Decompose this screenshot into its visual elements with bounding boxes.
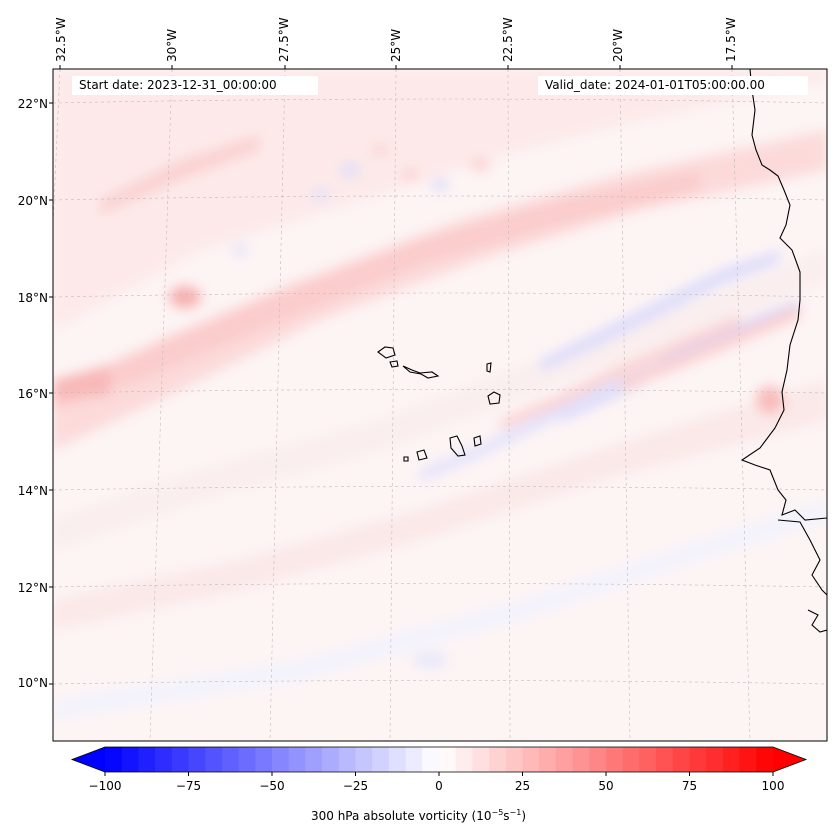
colorbar-segment (372, 747, 390, 772)
colorbar-segment (606, 747, 624, 772)
colorbar-tick-label: −100 (88, 779, 122, 793)
lon-label-22-5w: 22.5°W (501, 17, 515, 62)
colorbar-segment (455, 747, 473, 772)
lon-label-30w: 30°W (165, 28, 179, 62)
colorbar-segment (405, 747, 423, 772)
colorbar (70, 746, 808, 776)
colorbar-segment (572, 747, 590, 772)
colorbar-segment (288, 747, 306, 772)
island-sao-nicolau (402, 365, 440, 379)
colorbar-segment (322, 747, 340, 772)
colorbar-segment (155, 747, 173, 772)
colorbar-segment (238, 747, 256, 772)
colorbar-segment (672, 747, 690, 772)
colorbar-segment (422, 747, 440, 772)
colorbar-segment (539, 747, 557, 772)
lon-label-20w: 20°W (611, 28, 625, 62)
colorbar-tick-label: 100 (761, 779, 785, 793)
colorbar-segment (305, 747, 323, 772)
map-frame (52, 68, 828, 742)
colorbar-label-text: 300 hPa absolute vorticity (10 (310, 809, 492, 823)
colorbar-tick-label: 0 (435, 779, 443, 793)
colorbar-segment (756, 747, 774, 772)
colorbar-label-exp1: −5 (491, 808, 504, 817)
colorbar-segment (221, 747, 240, 772)
colorbar-segment (338, 747, 356, 772)
island-sao-vicente (389, 360, 399, 368)
colorbar-segment (205, 747, 223, 772)
lat-label-16n: 16°N (17, 387, 48, 401)
graticule (53, 69, 827, 741)
lat-label-14n: 14°N (17, 484, 48, 498)
lat-label-12n: 12°N (17, 581, 48, 595)
lat-label-10n: 10°N (17, 676, 48, 690)
colorbar-label: 300 hPa absolute vorticity (10−5s−1) (0, 808, 837, 823)
colorbar-segment (472, 747, 490, 772)
colorbar-extend-low (72, 747, 105, 772)
colorbar-segment (138, 747, 156, 772)
island-sal (486, 362, 492, 373)
colorbar-tick-label: 75 (681, 779, 698, 793)
island-santiago (449, 435, 466, 457)
colorbar-segment (656, 747, 674, 772)
island-boa-vista (487, 391, 501, 405)
colorbar-segment (622, 747, 640, 772)
colorbar-tick-label: −50 (259, 779, 285, 793)
colorbar-label-close: ) (521, 809, 527, 823)
colorbar-segment (188, 747, 206, 772)
colorbar-segment (489, 747, 507, 772)
colorbar-segment (639, 747, 657, 772)
valid-date-label: Valid_date: 2024-01-01T05:00:00.00 (545, 78, 765, 92)
island-maio (473, 435, 482, 447)
colorbar-segment (355, 747, 373, 772)
colorbar-segment (105, 747, 123, 772)
colorbar-tick-label: −75 (175, 779, 202, 793)
vorticity-field (53, 69, 827, 720)
colorbar-segment (689, 747, 707, 772)
colorbar-segment (255, 747, 273, 772)
colorbar-segment (272, 747, 290, 772)
start-date-label: Start date: 2023-12-31_00:00:00 (79, 78, 277, 92)
lon-label-27-5w: 27.5°W (277, 17, 291, 62)
colorbar-segment (121, 747, 139, 772)
colorbar-tick-label: 25 (514, 779, 531, 793)
colorbar-segment (722, 747, 741, 772)
africa-coastline (740, 69, 827, 633)
colorbar-segment (589, 747, 607, 772)
colorbar-label-mid: s (503, 809, 510, 823)
colorbar-label-exp2: −1 (509, 808, 522, 817)
lon-label-17-5w: 17.5°W (724, 17, 738, 62)
colorbar-segment (555, 747, 574, 772)
lon-label-32-5w: 32.5°W (54, 17, 68, 62)
colorbar-extend-high (773, 747, 806, 772)
colorbar-tick-label: 50 (598, 779, 614, 793)
colorbar-segment (388, 747, 407, 772)
colorbar-segment (505, 747, 523, 772)
colorbar-segment (439, 747, 457, 772)
colorbar-segment (522, 747, 540, 772)
colorbar-tick-label: −25 (342, 779, 369, 793)
colorbar-segment (706, 747, 724, 772)
island-brava (403, 456, 409, 462)
island-fogo (416, 449, 428, 461)
island-santo-antao (377, 346, 396, 359)
lat-label-18n: 18°N (17, 291, 48, 305)
coastlines (377, 69, 827, 633)
colorbar-segment (171, 747, 189, 772)
lat-label-22n: 22°N (17, 97, 48, 111)
title-box-left (72, 76, 318, 95)
title-box-right (538, 76, 808, 95)
lon-label-25w: 25°W (389, 28, 403, 62)
colorbar-segment (739, 747, 757, 772)
lat-label-20n: 20°N (17, 194, 48, 208)
